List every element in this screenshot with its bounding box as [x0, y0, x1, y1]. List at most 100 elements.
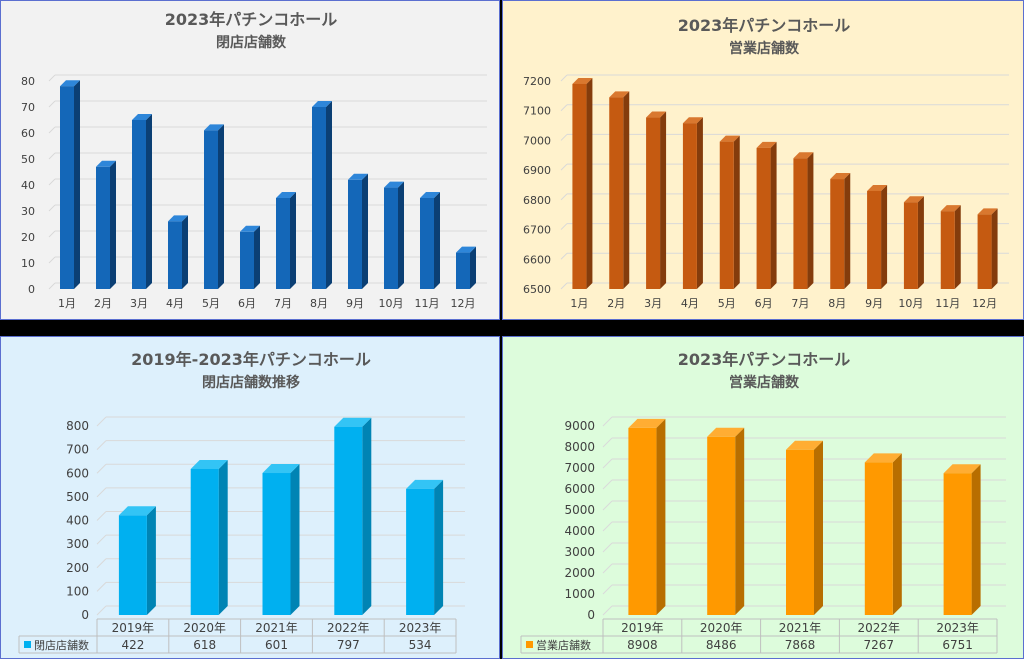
- gridline-depth: [48, 100, 56, 108]
- legend-key: [526, 641, 533, 648]
- table-value-cell: 797: [337, 638, 360, 652]
- bar-side: [146, 114, 152, 289]
- bar: [903, 202, 918, 289]
- y-tick-label: 60: [21, 127, 35, 140]
- bar-side: [470, 246, 476, 289]
- chart-panel-yearly-operating: 2023年パチンコホール 営業店舗数 0 1000 2000 3000 4000 5000 60…: [502, 336, 1024, 659]
- y-tick-label: 10: [21, 257, 35, 270]
- gridline-depth: [560, 193, 568, 201]
- bar-top: [118, 506, 156, 516]
- bar-side: [814, 440, 823, 615]
- x-tick-label: 3月: [644, 297, 662, 310]
- gridline-depth: [560, 104, 568, 112]
- bar: [190, 468, 219, 615]
- bar-top: [334, 417, 372, 427]
- chart-panel-monthly-operating: 2023年パチンコホール 営業店舗数 6500 6600 6700 6800 6900 700…: [502, 0, 1024, 320]
- bar: [786, 449, 814, 615]
- gridline-depth: [602, 437, 613, 448]
- bar-side: [807, 152, 814, 289]
- bar-top: [572, 77, 593, 84]
- series-name: 閉店店舗数: [34, 638, 89, 652]
- bar-top: [406, 479, 444, 489]
- y-tick-label: 200: [66, 561, 89, 575]
- y-tick-label: 7000: [523, 134, 551, 147]
- bar-side: [434, 479, 444, 615]
- bar-top: [867, 184, 888, 191]
- bar: [276, 198, 290, 289]
- bar: [719, 141, 734, 289]
- bar-top: [240, 225, 260, 232]
- bar-top: [312, 101, 332, 107]
- y-tick-label: 20: [21, 231, 35, 244]
- bar-side: [254, 225, 260, 289]
- bar-side: [290, 192, 296, 289]
- bar-top: [707, 427, 745, 437]
- x-tick-label: 10月: [379, 297, 404, 310]
- bar: [420, 198, 434, 289]
- bar-side: [892, 453, 902, 615]
- y-tick-label: 0: [81, 608, 89, 622]
- gridline-depth: [602, 605, 613, 616]
- bar-side: [326, 101, 332, 289]
- y-tick-label: 4000: [564, 524, 595, 538]
- bar: [406, 488, 435, 615]
- bar: [682, 123, 697, 290]
- x-tick-label: 9月: [346, 297, 364, 310]
- y-tick-label: 30: [21, 205, 35, 218]
- x-tick-label: 11月: [935, 297, 960, 310]
- table-value-cell: 8486: [706, 638, 737, 652]
- bar-top: [420, 192, 440, 198]
- bar-side: [146, 506, 156, 615]
- y-tick-label: 1000: [564, 587, 595, 601]
- y-tick-label: 800: [66, 419, 89, 433]
- bar: [60, 86, 74, 289]
- bar-side: [182, 215, 188, 289]
- legend-key: [24, 641, 31, 648]
- bar-top: [384, 181, 404, 188]
- table-value-cell: 6751: [942, 638, 973, 652]
- x-tick-label: 4月: [166, 297, 184, 310]
- x-tick-label: 2月: [94, 297, 112, 310]
- gridline-depth: [560, 74, 568, 82]
- table-header-cell: 2023年: [399, 621, 442, 635]
- bar: [864, 462, 893, 615]
- bar: [168, 221, 182, 289]
- gridline-depth: [560, 282, 568, 290]
- gridline-depth: [602, 416, 613, 427]
- gridline-depth: [48, 74, 56, 82]
- bar-top: [903, 196, 924, 203]
- bar: [240, 231, 254, 289]
- y-tick-label: 6500: [523, 283, 551, 296]
- gridline-depth: [48, 230, 56, 238]
- x-tick-label: 2月: [607, 297, 625, 310]
- bar: [793, 158, 808, 289]
- bar: [312, 107, 326, 289]
- bar-top: [348, 173, 368, 180]
- y-tick-label: 2000: [564, 566, 595, 580]
- bar: [572, 83, 587, 289]
- bar: [384, 187, 398, 289]
- bar-side: [954, 205, 961, 289]
- bar-top: [682, 117, 703, 124]
- bar-top: [940, 205, 961, 212]
- x-tick-label: 10月: [898, 297, 923, 310]
- y-tick-label: 100: [66, 584, 89, 598]
- bar-side: [586, 77, 593, 289]
- y-tick-label: 6900: [523, 164, 551, 177]
- table-value-cell: 7868: [785, 638, 816, 652]
- gridline-depth: [96, 416, 107, 427]
- bar-side: [881, 184, 888, 289]
- bar-side: [656, 418, 666, 615]
- bar-top: [786, 440, 823, 450]
- y-tick-label: 8000: [564, 440, 595, 454]
- gridline-depth: [48, 282, 56, 290]
- bar-side: [991, 208, 998, 289]
- gridline-depth: [48, 152, 56, 160]
- x-tick-label: 7月: [274, 297, 292, 310]
- bar: [204, 130, 218, 289]
- gridline-depth: [602, 479, 613, 490]
- table-header-cell: 2021年: [255, 621, 298, 635]
- table-header-cell: 2019年: [621, 621, 664, 635]
